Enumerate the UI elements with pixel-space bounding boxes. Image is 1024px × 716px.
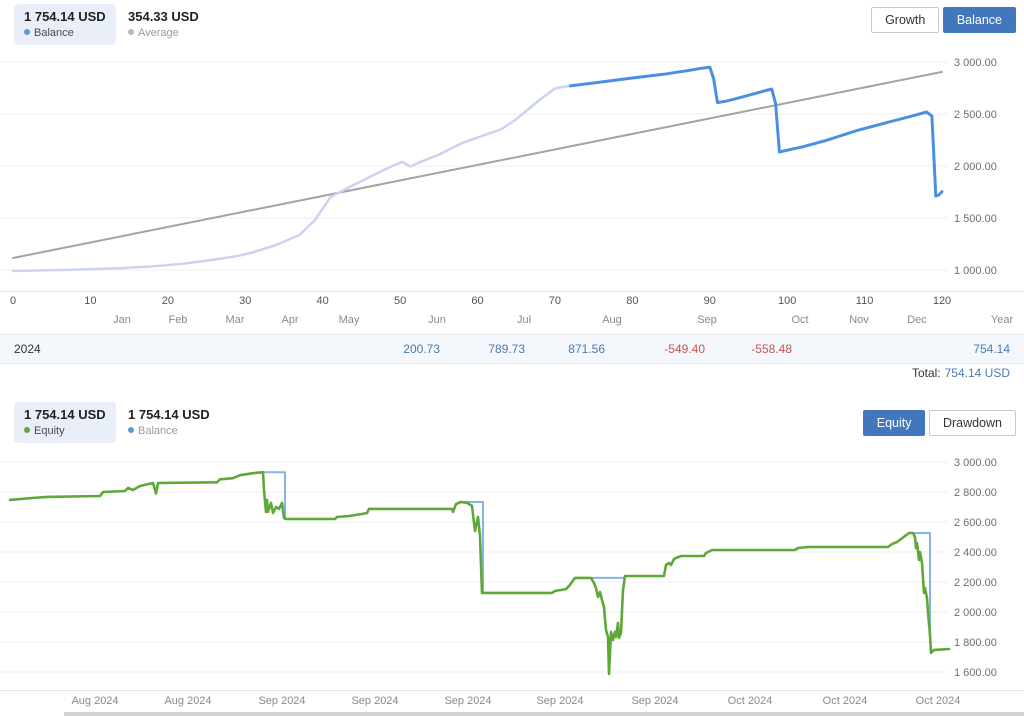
month-label: Sep [697, 314, 717, 326]
y-tick-label: 3 000.00 [954, 57, 997, 69]
total-row: Total: 754.14 USD [0, 366, 1010, 380]
date-label: Oct 2024 [822, 695, 868, 707]
balance-line [568, 65, 944, 198]
equity-value: 1 754.14 USD [24, 407, 106, 422]
balance-dot-icon [24, 29, 30, 35]
legend-balance2-chip[interactable]: 1 754.14 USD Balance [118, 402, 220, 443]
month-label: Mar [225, 314, 245, 326]
balance-label: Balance [34, 27, 74, 39]
month-result-sep: -549.40 [664, 342, 705, 356]
balance-steps-line [262, 471, 286, 520]
month-result-year: 754.14 [973, 342, 1010, 356]
average-dot-icon [128, 29, 134, 35]
balance-steps-line [908, 532, 931, 636]
date-label: Sep 2024 [444, 695, 492, 707]
average-value: 354.33 USD [128, 9, 199, 24]
date-label: Sep 2024 [536, 695, 584, 707]
y-tick-label: 2 000.00 [954, 607, 997, 619]
total-label: Total: [911, 366, 941, 380]
month-label: Year [990, 314, 1014, 326]
month-label: Oct [791, 314, 809, 326]
date-label: Oct 2024 [915, 695, 961, 707]
month-label: Dec [907, 314, 927, 326]
month-result-jun: 200.73 [403, 342, 440, 356]
trade-tick-label: 40 [316, 295, 329, 307]
top-chart-mode-switch: Growth Balance [871, 7, 1016, 33]
y-tick-label: 2 000.00 [954, 161, 997, 173]
month-axis: Jan Feb Mar Apr May Jun Jul Aug Sep Oct Nov Dec Year [0, 314, 1024, 328]
y-tick-label: 2 800.00 [954, 487, 997, 499]
date-label: Sep 2024 [631, 695, 679, 707]
month-result-aug: 871.56 [568, 342, 605, 356]
y-tick-label: 3 000.00 [954, 457, 997, 469]
trade-tick-label: 90 [703, 295, 716, 307]
month-label: Aug [602, 314, 622, 326]
legend-balance-chip[interactable]: 1 754.14 USD Balance [14, 4, 116, 45]
balance-steps-line [460, 501, 484, 594]
y-tick-label: 2 400.00 [954, 547, 997, 559]
trade-tick-label: 20 [161, 295, 174, 307]
date-axis: Aug 2024 Aug 2024 Sep 2024 Sep 2024 Sep 2024… [0, 695, 1024, 709]
average-label: Average [138, 27, 179, 39]
trade-tick-label: 50 [393, 295, 407, 307]
trade-tick-label: 70 [548, 295, 562, 307]
year-label: 2024 [14, 342, 41, 356]
total-value: 754.14 USD [944, 366, 1010, 380]
trade-tick-label: 10 [84, 295, 97, 307]
month-result-jul: 789.73 [488, 342, 525, 356]
y-tick-label: 2 500.00 [954, 109, 997, 121]
month-label: Feb [168, 314, 188, 326]
month-label: Jan [113, 314, 131, 326]
trade-tick-label: 60 [471, 295, 484, 307]
trade-tick-label: 100 [777, 295, 797, 307]
balance2-dot-icon [128, 427, 134, 433]
average-line [12, 70, 943, 259]
bottom-axis-line [0, 690, 1024, 691]
balance2-value: 1 754.14 USD [128, 407, 210, 422]
date-label: Aug 2024 [71, 695, 119, 707]
date-label: Sep 2024 [258, 695, 306, 707]
horizontal-scrollbar[interactable] [64, 712, 1024, 716]
trade-tick-label: 30 [239, 295, 252, 307]
balance-chart: 3 000.00 2 500.00 2 000.00 1 500.00 1 000.00 [0, 57, 997, 277]
month-result-oct: -558.48 [751, 342, 792, 356]
y-tick-label: 1 600.00 [954, 667, 997, 679]
bottom-chart-mode-switch: Equity Drawdown [862, 410, 1016, 436]
equity-chart: 3 000.00 2 800.00 2 600.00 2 400.00 2 200.00… [0, 457, 997, 679]
date-label: Oct 2024 [727, 695, 773, 707]
month-label: May [338, 314, 360, 326]
y-tick-label: 1 800.00 [954, 637, 997, 649]
month-label: Jul [516, 314, 532, 326]
drawdown-tab-button[interactable]: Drawdown [928, 410, 1016, 436]
equity-dot-icon [24, 427, 30, 433]
month-label: Jun [428, 314, 446, 326]
monthly-results-row: 2024 200.73 789.73 871.56 -549.40 -558.48 754… [0, 334, 1024, 364]
equity-line [8, 470, 951, 676]
legend-average-chip[interactable]: 354.33 USD Average [118, 4, 209, 45]
top-axis-line [0, 291, 1024, 292]
month-label: Apr [281, 314, 299, 326]
trade-tick-label: 80 [626, 295, 639, 307]
growth-tab-button[interactable]: Growth [871, 7, 940, 33]
legend-equity-chip[interactable]: 1 754.14 USD Equity [14, 402, 116, 443]
y-tick-label: 2 600.00 [954, 517, 997, 529]
balance-tab-button[interactable]: Balance [942, 7, 1016, 33]
date-label: Sep 2024 [351, 695, 399, 707]
balance-early-line [11, 84, 572, 273]
balance2-label: Balance [138, 425, 178, 437]
trade-tick-label: 110 [855, 295, 874, 307]
equity-tab-button[interactable]: Equity [862, 410, 926, 436]
y-tick-label: 2 200.00 [954, 577, 997, 589]
month-label: Nov [849, 314, 869, 326]
equity-label: Equity [34, 425, 65, 437]
trade-tick-label: 120 [932, 295, 952, 307]
date-label: Aug 2024 [164, 695, 212, 707]
y-tick-label: 1 500.00 [954, 213, 997, 225]
y-tick-label: 1 000.00 [954, 265, 997, 277]
trade-number-axis: 0 10 20 30 40 50 60 70 80 90 100 110 120 [0, 295, 1024, 309]
balance-value: 1 754.14 USD [24, 9, 106, 24]
trade-tick-label: 0 [9, 295, 17, 307]
